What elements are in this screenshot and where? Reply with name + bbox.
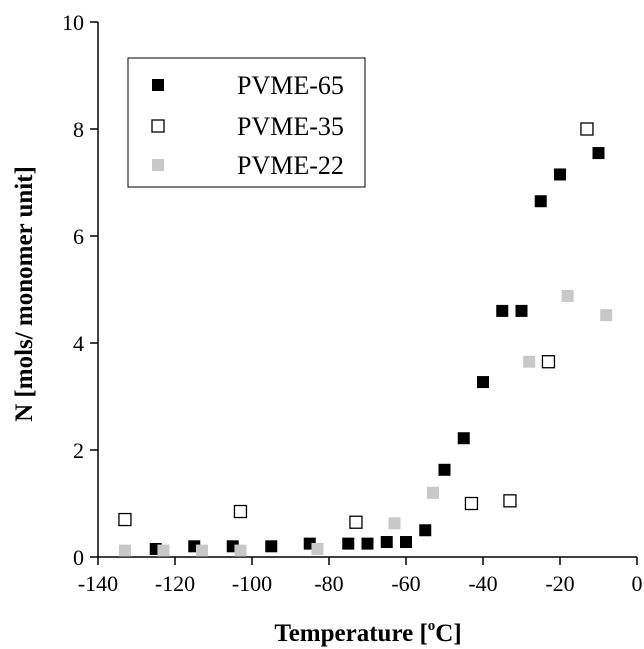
x-ticks: -140 -120 -100 -80 -60 -40 -20 0	[78, 557, 643, 596]
x-tick-label: -140	[78, 571, 118, 596]
data-point-pvme-65	[361, 537, 374, 550]
data-point-pvme-35	[503, 494, 517, 508]
data-point-pvme-22	[311, 542, 324, 555]
data-point-pvme-65	[457, 432, 470, 445]
legend-marker-pvme-35	[151, 119, 165, 133]
data-point-pvme-35	[541, 355, 556, 369]
data-point-pvme-65	[592, 147, 605, 160]
legend-label-pvme-22: PVME-22	[237, 151, 344, 180]
y-tick-label: 10	[62, 10, 84, 35]
data-point-pvme-35	[580, 122, 594, 136]
data-point-pvme-22	[388, 517, 401, 530]
legend-label-pvme-65: PVME-65	[237, 71, 344, 100]
data-point-pvme-35	[349, 515, 363, 529]
x-axis-title-unit: C]	[435, 620, 461, 647]
data-point-pvme-65	[515, 304, 528, 317]
x-axis-title-superscript: o	[428, 618, 436, 634]
data-point-pvme-65	[265, 540, 278, 553]
x-tick-label: -100	[232, 571, 272, 596]
data-point-pvme-22	[600, 309, 613, 322]
y-tick-label: 0	[73, 545, 84, 570]
x-tick-label: -40	[468, 571, 497, 596]
data-point-pvme-65	[554, 168, 566, 181]
x-tick-label: -80	[314, 571, 343, 596]
data-point-pvme-22	[157, 544, 170, 557]
data-point-pvme-22	[561, 289, 574, 302]
legend-items: PVME-65 PVME-35 PVME-22	[151, 71, 344, 180]
y-ticks: 0 2 4 6 8 10	[62, 10, 98, 570]
x-tick-label: -20	[545, 571, 574, 596]
data-point-pvme-65	[380, 536, 393, 549]
data-point-pvme-22	[523, 355, 536, 368]
data-point-pvme-22	[195, 544, 208, 557]
legend: PVME-65 PVME-35 PVME-22	[127, 57, 366, 188]
data-point-pvme-22	[426, 486, 439, 499]
legend-label-pvme-35: PVME-35	[237, 112, 344, 141]
data-point-pvme-65	[477, 376, 489, 389]
legend-marker-pvme-65	[152, 79, 164, 91]
data-point-pvme-35	[118, 512, 132, 527]
data-point-pvme-65	[496, 304, 509, 317]
data-point-pvme-65	[419, 524, 432, 537]
y-tick-label: 6	[73, 224, 84, 249]
y-tick-label: 4	[73, 331, 84, 356]
data-points	[118, 122, 613, 557]
data-point-pvme-65	[342, 537, 355, 550]
data-point-pvme-35	[464, 496, 479, 511]
y-tick-label: 8	[73, 117, 84, 142]
data-point-pvme-65	[400, 536, 412, 549]
x-axis-title-main: Temperature [	[274, 620, 427, 647]
y-tick-label: 2	[73, 438, 84, 463]
data-point-pvme-22	[234, 544, 247, 557]
legend-box	[127, 57, 366, 188]
x-tick-label: -120	[155, 571, 195, 596]
x-axis-title: Temperature [oC]	[274, 618, 461, 647]
data-point-pvme-65	[438, 463, 451, 476]
data-point-pvme-35	[233, 504, 248, 519]
data-point-pvme-22	[118, 544, 131, 557]
legend-marker-pvme-22	[152, 159, 164, 171]
data-point-pvme-65	[534, 195, 547, 208]
y-axis-title: N [mols/ monomer unit]	[11, 166, 38, 422]
x-tick-label: -60	[391, 571, 420, 596]
x-tick-label: 0	[632, 571, 643, 596]
